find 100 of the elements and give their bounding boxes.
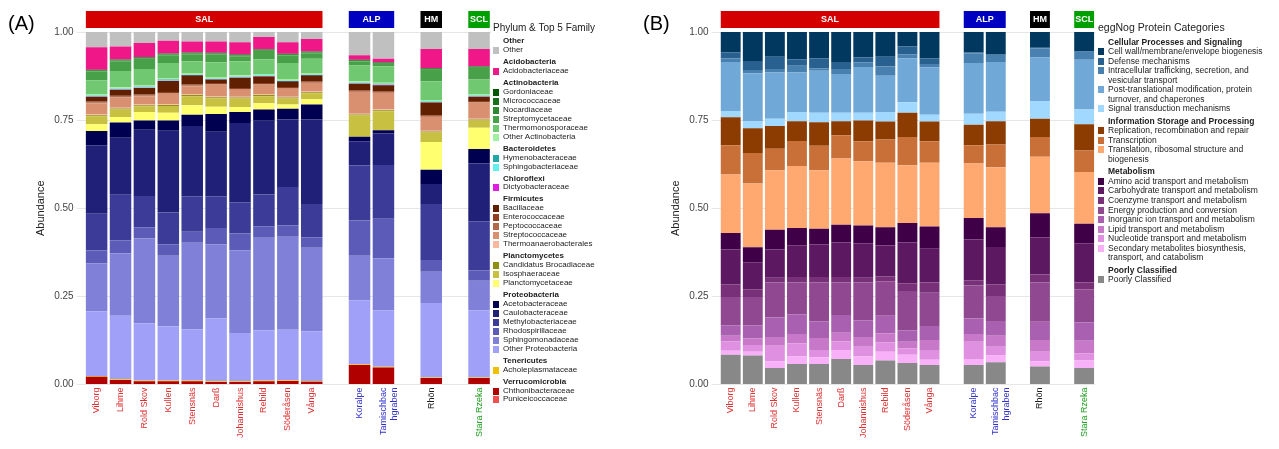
text: Proteobacteria	[502, 289, 561, 300]
legend-label: Isosphaeraceae	[503, 269, 560, 280]
x-tick-label: Rebild	[879, 387, 890, 413]
y-axis-title: Abundance	[668, 180, 681, 237]
chart-title: (B)	[643, 12, 670, 35]
y-tick-label: 0.00	[54, 378, 75, 390]
text: SCL	[1075, 13, 1094, 24]
x-tick-label: Rold Skov	[769, 386, 780, 429]
text: Information Storage and Processing	[1107, 115, 1256, 127]
legend-label: Candidatus Brocadiaceae	[503, 260, 595, 271]
legend-label: Replication, recombination and repair	[1108, 125, 1249, 136]
legend-label: Micrococcaceae	[503, 95, 561, 106]
y-tick-label: 0.25	[689, 290, 710, 302]
y-tick-label: 0.75	[54, 113, 75, 125]
legend-label: Signal transduction mechanisms	[1108, 103, 1231, 114]
x-tick-label: Viborg	[91, 387, 102, 414]
legend-title: Phylum & Top 5 Family	[493, 22, 597, 34]
legend-label: Thermoanaerobacterales	[503, 239, 593, 250]
legend-label: Inorganic ion transport and metabolism	[1108, 214, 1255, 225]
legend-label: Other Actinobacteria	[503, 131, 576, 142]
legend-label: Energy production and conversion	[1108, 204, 1237, 216]
text: Tenericutes	[502, 355, 549, 366]
legend-label: Carbohydrate transport and metabolism	[1108, 185, 1258, 196]
text: Cellular Processes and Signaling	[1107, 36, 1243, 48]
legend-title: eggNog Protein Categories	[1098, 21, 1226, 34]
text: Metabolism	[1107, 166, 1156, 177]
legend-label: Dictyobacteraceae	[503, 182, 570, 193]
legend-label: Caulobacteraceae	[503, 307, 568, 318]
legend-label: Acholeplasmataceae	[503, 364, 578, 375]
text: HM	[424, 13, 439, 24]
x-tick-label: Lihme	[747, 387, 758, 412]
x-tick-label: Stensnäs	[186, 386, 197, 425]
legend-label: Streptomycetaceae	[503, 113, 572, 123]
legend-label: Defense mechanisms	[1108, 55, 1190, 66]
legend-label: Lipid transport and metabolism	[1108, 223, 1225, 235]
text: Poorly Classified	[1107, 264, 1178, 276]
legend-label: Methylobacteriaceae	[503, 316, 577, 326]
x-tick-label: Rold Skov	[138, 386, 149, 429]
x-tick-label: Vånga	[306, 387, 317, 414]
legend-label: Nucleotide transport and metabolism	[1108, 233, 1247, 244]
y-tick-label: 0.00	[689, 378, 710, 390]
legend-label: Other	[503, 45, 524, 56]
text: Planctomycetes	[502, 251, 565, 262]
legend-label: Thermomonosporaceae	[503, 122, 588, 132]
text: SAL	[821, 13, 840, 24]
x-tick-label: Stara Rzeka	[473, 387, 484, 437]
y-tick-label: 0.50	[54, 201, 75, 213]
x-tick-label: Johannishus	[857, 386, 868, 439]
x-tick-label: Koralpe	[354, 387, 365, 419]
text: Verrucomicrobia	[502, 376, 568, 387]
legend-label: Secondary metabolites biosynthesis, transport, and catabolism	[1108, 242, 1247, 263]
text: Firmicutes	[502, 194, 545, 205]
x-tick-label: Johannishus	[234, 386, 245, 439]
x-tick-label: Darß	[835, 386, 846, 408]
legend-label: Acetobacteraceae	[503, 298, 568, 309]
legend-label: Hymenobacteraceae	[503, 152, 577, 162]
legend-label: Translation, ribosomal structure and biogenesis	[1108, 144, 1245, 165]
legend-label: Rhodospirillaceae	[503, 325, 567, 335]
x-tick-label: Darß	[210, 386, 221, 408]
x-tick-label: Koralpe	[968, 387, 979, 419]
legend-label: Amino acid transport and metabolism	[1108, 175, 1249, 186]
x-tick-label: Stensnäs	[813, 386, 824, 425]
legend-label: Other Proteobacteria	[503, 343, 578, 354]
x-tick-label: Vånga	[924, 387, 934, 414]
x-tick-label: Kullen	[791, 387, 802, 413]
legend-label: Acidobacteriaceae	[503, 66, 569, 76]
text: Bacteroidetes	[502, 143, 557, 154]
y-tick-label: 0.25	[54, 290, 75, 302]
x-tick-label: Stara Rzeka	[1078, 387, 1089, 437]
legend-label: Enterococcaceae	[503, 212, 565, 223]
y-tick-label: 0.75	[689, 113, 710, 125]
x-tick-label: Rebild	[258, 387, 269, 413]
legend-label: Gordoniaceae	[503, 86, 554, 97]
chart-title: (A)	[8, 12, 35, 35]
text: ALP	[975, 13, 994, 24]
x-tick-label: Tamischbachgraben	[377, 386, 399, 435]
legend-label: Planctomycetaceae	[503, 278, 573, 288]
text: Chloroflexi	[502, 173, 546, 184]
y-tick-label: 1.00	[54, 25, 75, 37]
legend-label: Puniceicoccaceae	[503, 394, 568, 405]
text: Acidobacteria	[502, 57, 557, 68]
x-tick-label: Söderåsen	[282, 387, 293, 432]
text: SCL	[470, 13, 489, 24]
x-tick-label: Lihme	[115, 387, 125, 412]
legend-label: Nocardiaceae	[503, 104, 553, 115]
legend-label: Transcription	[1108, 134, 1157, 146]
y-axis-title: Abundance	[33, 180, 46, 237]
x-tick-label: Rhön	[425, 387, 436, 409]
text: SAL	[195, 13, 214, 24]
text: HM	[1032, 13, 1047, 24]
x-tick-label: Viborg	[725, 387, 736, 414]
text: Actinobacteria	[502, 78, 560, 88]
legend-label: Sphingomonadaceae	[503, 334, 579, 344]
legend-label: Bacillaceae	[503, 203, 544, 214]
x-tick-label: Tamischbachgraben	[990, 386, 1012, 435]
legend-label: Streptococcaceae	[503, 230, 568, 241]
x-tick-label: Rhön	[1034, 387, 1045, 409]
legend-label: Sphingobacteriaceae	[503, 161, 579, 172]
legend-label: Chthonibacteraceae	[503, 385, 575, 396]
x-tick-label: Söderåsen	[901, 387, 912, 432]
